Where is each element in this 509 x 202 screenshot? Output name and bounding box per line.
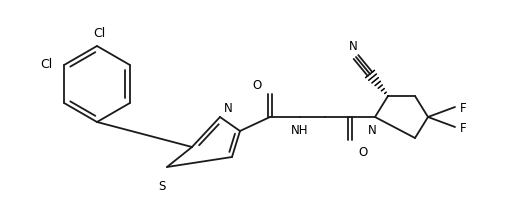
Text: N: N <box>348 39 357 52</box>
Text: F: F <box>459 101 465 114</box>
Text: Cl: Cl <box>93 26 105 39</box>
Text: S: S <box>158 180 165 193</box>
Text: Cl: Cl <box>40 57 52 70</box>
Text: N: N <box>223 101 232 114</box>
Text: NH: NH <box>291 124 308 137</box>
Text: N: N <box>367 124 376 137</box>
Text: O: O <box>358 145 367 158</box>
Text: O: O <box>252 78 261 91</box>
Text: F: F <box>459 121 465 134</box>
